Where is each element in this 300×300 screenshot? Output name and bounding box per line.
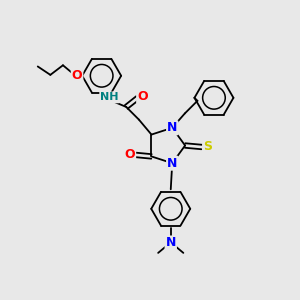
Text: N: N	[166, 236, 176, 250]
Text: N: N	[167, 157, 177, 170]
Text: O: O	[124, 148, 135, 161]
Text: NH: NH	[100, 92, 119, 102]
Text: O: O	[72, 69, 83, 82]
Text: N: N	[167, 121, 177, 134]
Text: O: O	[137, 90, 148, 103]
Text: S: S	[203, 140, 212, 154]
